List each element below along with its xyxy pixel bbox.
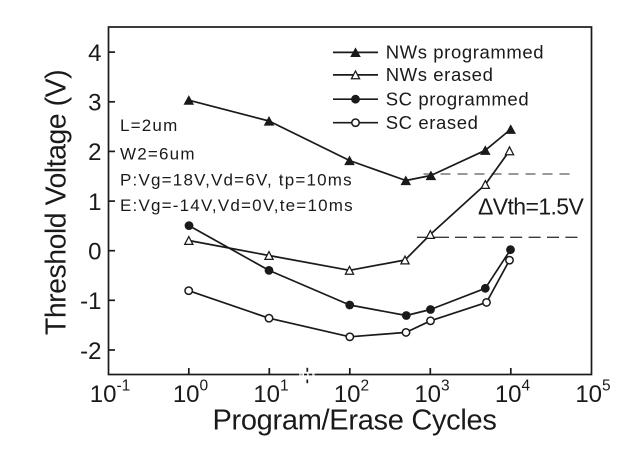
svg-text:-2: -2 [80,338,101,365]
svg-text:100: 100 [173,378,209,409]
svg-text:Threshold Voltage (V): Threshold Voltage (V) [41,70,73,335]
svg-text:ΔVth=1.5V: ΔVth=1.5V [478,194,584,220]
svg-text:-1: -1 [80,288,101,315]
svg-text:NWs erased: NWs erased [386,64,494,85]
svg-text:1: 1 [88,189,101,216]
svg-text:W2=6um: W2=6um [120,144,196,163]
svg-text:0: 0 [88,239,101,266]
svg-text:SC programmed: SC programmed [386,88,530,109]
svg-text:103: 103 [414,378,449,409]
svg-text:102: 102 [334,378,369,409]
svg-text:101: 101 [253,378,288,409]
svg-text:104: 104 [495,378,531,409]
svg-text:L=2um: L=2um [120,116,178,135]
svg-text:P:Vg=18V,Vd=6V, tp=10ms: P:Vg=18V,Vd=6V, tp=10ms [120,171,353,190]
svg-text:2: 2 [88,139,101,166]
svg-text:3: 3 [88,90,101,117]
svg-text:NWs programmed: NWs programmed [386,42,545,63]
svg-text:4: 4 [88,40,101,67]
svg-text:SC erased: SC erased [386,112,479,133]
svg-text:Program/Erase Cycles: Program/Erase Cycles [212,405,496,437]
svg-text:10-1: 10-1 [90,378,131,409]
svg-text:E:Vg=-14V,Vd=0V,te=10ms: E:Vg=-14V,Vd=0V,te=10ms [120,196,354,215]
svg-text:105: 105 [575,378,610,409]
